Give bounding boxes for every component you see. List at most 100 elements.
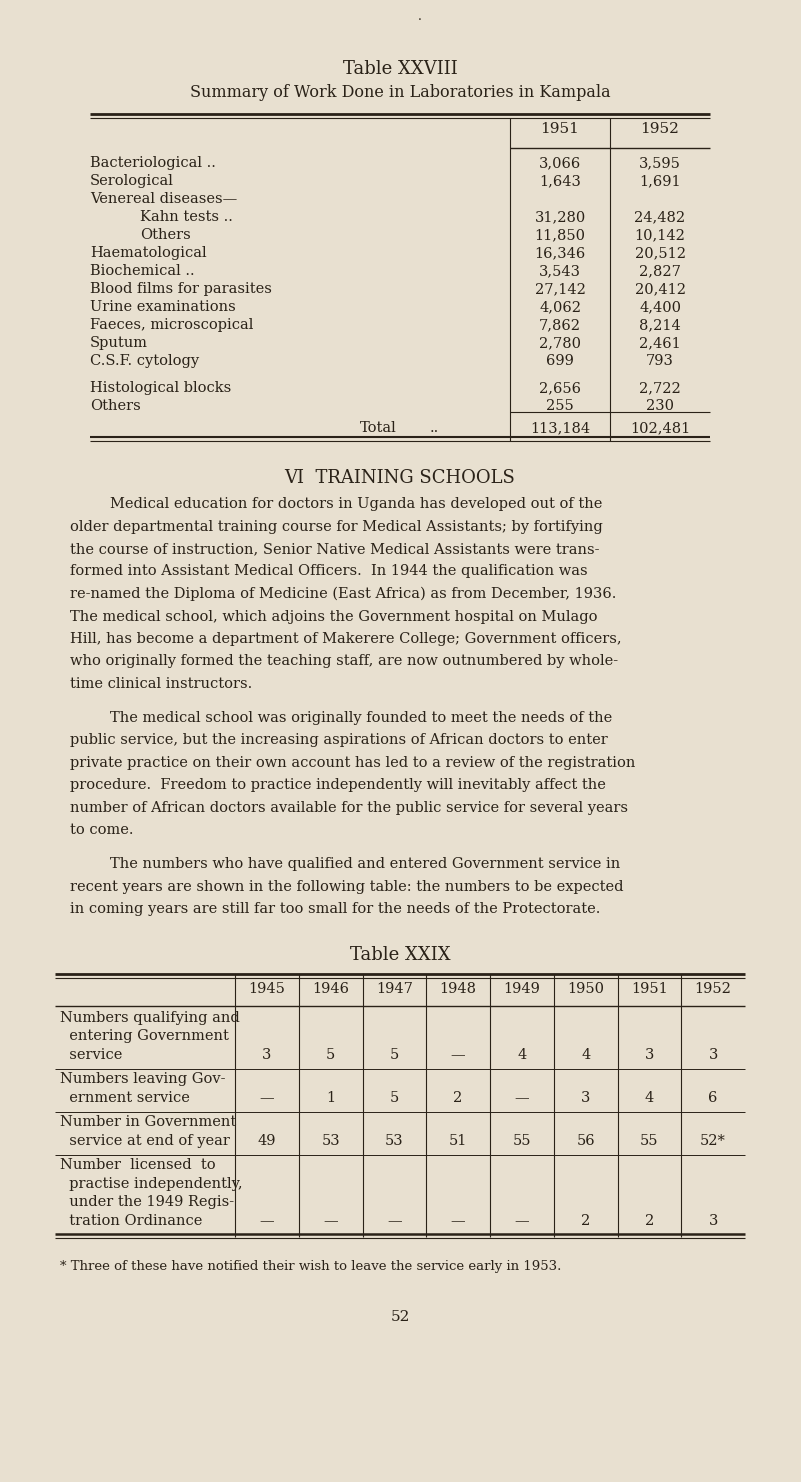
Text: Hill, has become a department of Makerere College; Government officers,: Hill, has become a department of Makerer… — [70, 631, 622, 646]
Text: —: — — [260, 1091, 274, 1104]
Text: —: — — [260, 1214, 274, 1227]
Text: 31,280: 31,280 — [534, 210, 586, 224]
Text: the course of instruction, Senior Native Medical Assistants were trans-: the course of instruction, Senior Native… — [70, 542, 599, 556]
Text: Summary of Work Done in Laboratories in Kampala: Summary of Work Done in Laboratories in … — [190, 84, 610, 101]
Text: 52: 52 — [390, 1310, 409, 1325]
Text: 53: 53 — [385, 1134, 404, 1147]
Text: entering Government: entering Government — [60, 1030, 229, 1043]
Text: Medical education for doctors in Uganda has developed out of the: Medical education for doctors in Uganda … — [110, 496, 602, 511]
Text: 20,412: 20,412 — [634, 282, 686, 296]
Text: Venereal diseases—: Venereal diseases— — [90, 193, 237, 206]
Text: 55: 55 — [640, 1134, 658, 1147]
Text: 3: 3 — [581, 1091, 590, 1104]
Text: 4: 4 — [645, 1091, 654, 1104]
Text: 1,691: 1,691 — [639, 173, 681, 188]
Text: 56: 56 — [576, 1134, 595, 1147]
Text: Histological blocks: Histological blocks — [90, 381, 231, 396]
Text: 255: 255 — [546, 399, 574, 413]
Text: 2,780: 2,780 — [539, 336, 581, 350]
Text: Others: Others — [140, 228, 191, 242]
Text: Numbers qualifying and: Numbers qualifying and — [60, 1011, 239, 1024]
Text: 1949: 1949 — [504, 981, 541, 996]
Text: older departmental training course for Medical Assistants; by fortifying: older departmental training course for M… — [70, 520, 602, 534]
Text: ernment service: ernment service — [60, 1091, 190, 1104]
Text: 113,184: 113,184 — [530, 421, 590, 436]
Text: Table XXIX: Table XXIX — [350, 946, 450, 963]
Text: 16,346: 16,346 — [534, 246, 586, 259]
Text: C.S.F. cytology: C.S.F. cytology — [90, 354, 199, 368]
Text: 53: 53 — [321, 1134, 340, 1147]
Text: who originally formed the teaching staff, are now outnumbered by whole-: who originally formed the teaching staff… — [70, 655, 618, 668]
Text: Urine examinations: Urine examinations — [90, 299, 235, 314]
Text: 2: 2 — [581, 1214, 590, 1227]
Text: 1950: 1950 — [567, 981, 604, 996]
Text: 2: 2 — [453, 1091, 463, 1104]
Text: 3,066: 3,066 — [539, 156, 581, 170]
Text: 4,062: 4,062 — [539, 299, 581, 314]
Text: Biochemical ..: Biochemical .. — [90, 264, 195, 279]
Text: The numbers who have qualified and entered Government service in: The numbers who have qualified and enter… — [110, 857, 620, 871]
Text: ..: .. — [430, 421, 439, 436]
Text: recent years are shown in the following table: the numbers to be expected: recent years are shown in the following … — [70, 879, 623, 894]
Text: 55: 55 — [513, 1134, 531, 1147]
Text: 3: 3 — [262, 1048, 272, 1061]
Text: 20,512: 20,512 — [634, 246, 686, 259]
Text: 4,400: 4,400 — [639, 299, 681, 314]
Text: 1947: 1947 — [376, 981, 413, 996]
Text: in coming years are still far too small for the needs of the Protectorate.: in coming years are still far too small … — [70, 903, 601, 916]
Text: 51: 51 — [449, 1134, 467, 1147]
Text: 2,656: 2,656 — [539, 381, 581, 396]
Text: 1948: 1948 — [440, 981, 477, 996]
Text: 1945: 1945 — [248, 981, 285, 996]
Text: service: service — [60, 1048, 123, 1061]
Text: VI  TRAINING SCHOOLS: VI TRAINING SCHOOLS — [284, 468, 515, 488]
Text: —: — — [514, 1214, 529, 1227]
Text: —: — — [451, 1048, 465, 1061]
Text: Number  licensed  to: Number licensed to — [60, 1159, 215, 1172]
Text: The medical school was originally founded to meet the needs of the: The medical school was originally founde… — [110, 711, 612, 725]
Text: 3,595: 3,595 — [639, 156, 681, 170]
Text: procedure.  Freedom to practice independently will inevitably affect the: procedure. Freedom to practice independe… — [70, 778, 606, 793]
Text: private practice on their own account has led to a review of the registration: private practice on their own account ha… — [70, 756, 635, 769]
Text: 5: 5 — [390, 1048, 399, 1061]
Text: 11,850: 11,850 — [534, 228, 586, 242]
Text: formed into Assistant Medical Officers.  In 1944 the qualification was: formed into Assistant Medical Officers. … — [70, 565, 588, 578]
Text: Haematological: Haematological — [90, 246, 207, 259]
Text: 3: 3 — [708, 1214, 718, 1227]
Text: 1: 1 — [326, 1091, 335, 1104]
Text: Others: Others — [90, 399, 141, 413]
Text: .: . — [418, 10, 422, 24]
Text: 1,643: 1,643 — [539, 173, 581, 188]
Text: service at end of year: service at end of year — [60, 1134, 230, 1147]
Text: Total: Total — [360, 421, 396, 436]
Text: Serological: Serological — [90, 173, 174, 188]
Text: 2: 2 — [645, 1214, 654, 1227]
Text: practise independently,: practise independently, — [60, 1177, 243, 1190]
Text: 1952: 1952 — [641, 122, 679, 136]
Text: * Three of these have notified their wish to leave the service early in 1953.: * Three of these have notified their wis… — [60, 1260, 562, 1273]
Text: Kahn tests ..: Kahn tests .. — [140, 210, 233, 224]
Text: 7,862: 7,862 — [539, 319, 581, 332]
Text: 699: 699 — [546, 354, 574, 368]
Text: Faeces, microscopical: Faeces, microscopical — [90, 319, 253, 332]
Text: 1951: 1951 — [631, 981, 668, 996]
Text: 5: 5 — [390, 1091, 399, 1104]
Text: 793: 793 — [646, 354, 674, 368]
Text: 49: 49 — [258, 1134, 276, 1147]
Text: 2,827: 2,827 — [639, 264, 681, 279]
Text: under the 1949 Regis-: under the 1949 Regis- — [60, 1196, 234, 1209]
Text: tration Ordinance: tration Ordinance — [60, 1214, 203, 1227]
Text: —: — — [387, 1214, 401, 1227]
Text: re-named the Diploma of Medicine (East Africa) as from December, 1936.: re-named the Diploma of Medicine (East A… — [70, 587, 617, 602]
Text: 8,214: 8,214 — [639, 319, 681, 332]
Text: 1952: 1952 — [694, 981, 731, 996]
Text: 10,142: 10,142 — [634, 228, 686, 242]
Text: public service, but the increasing aspirations of African doctors to enter: public service, but the increasing aspir… — [70, 734, 608, 747]
Text: 6: 6 — [708, 1091, 718, 1104]
Text: 1951: 1951 — [541, 122, 579, 136]
Text: Number in Government: Number in Government — [60, 1116, 236, 1129]
Text: time clinical instructors.: time clinical instructors. — [70, 677, 252, 691]
Text: 52*: 52* — [700, 1134, 726, 1147]
Text: 3,543: 3,543 — [539, 264, 581, 279]
Text: —: — — [451, 1214, 465, 1227]
